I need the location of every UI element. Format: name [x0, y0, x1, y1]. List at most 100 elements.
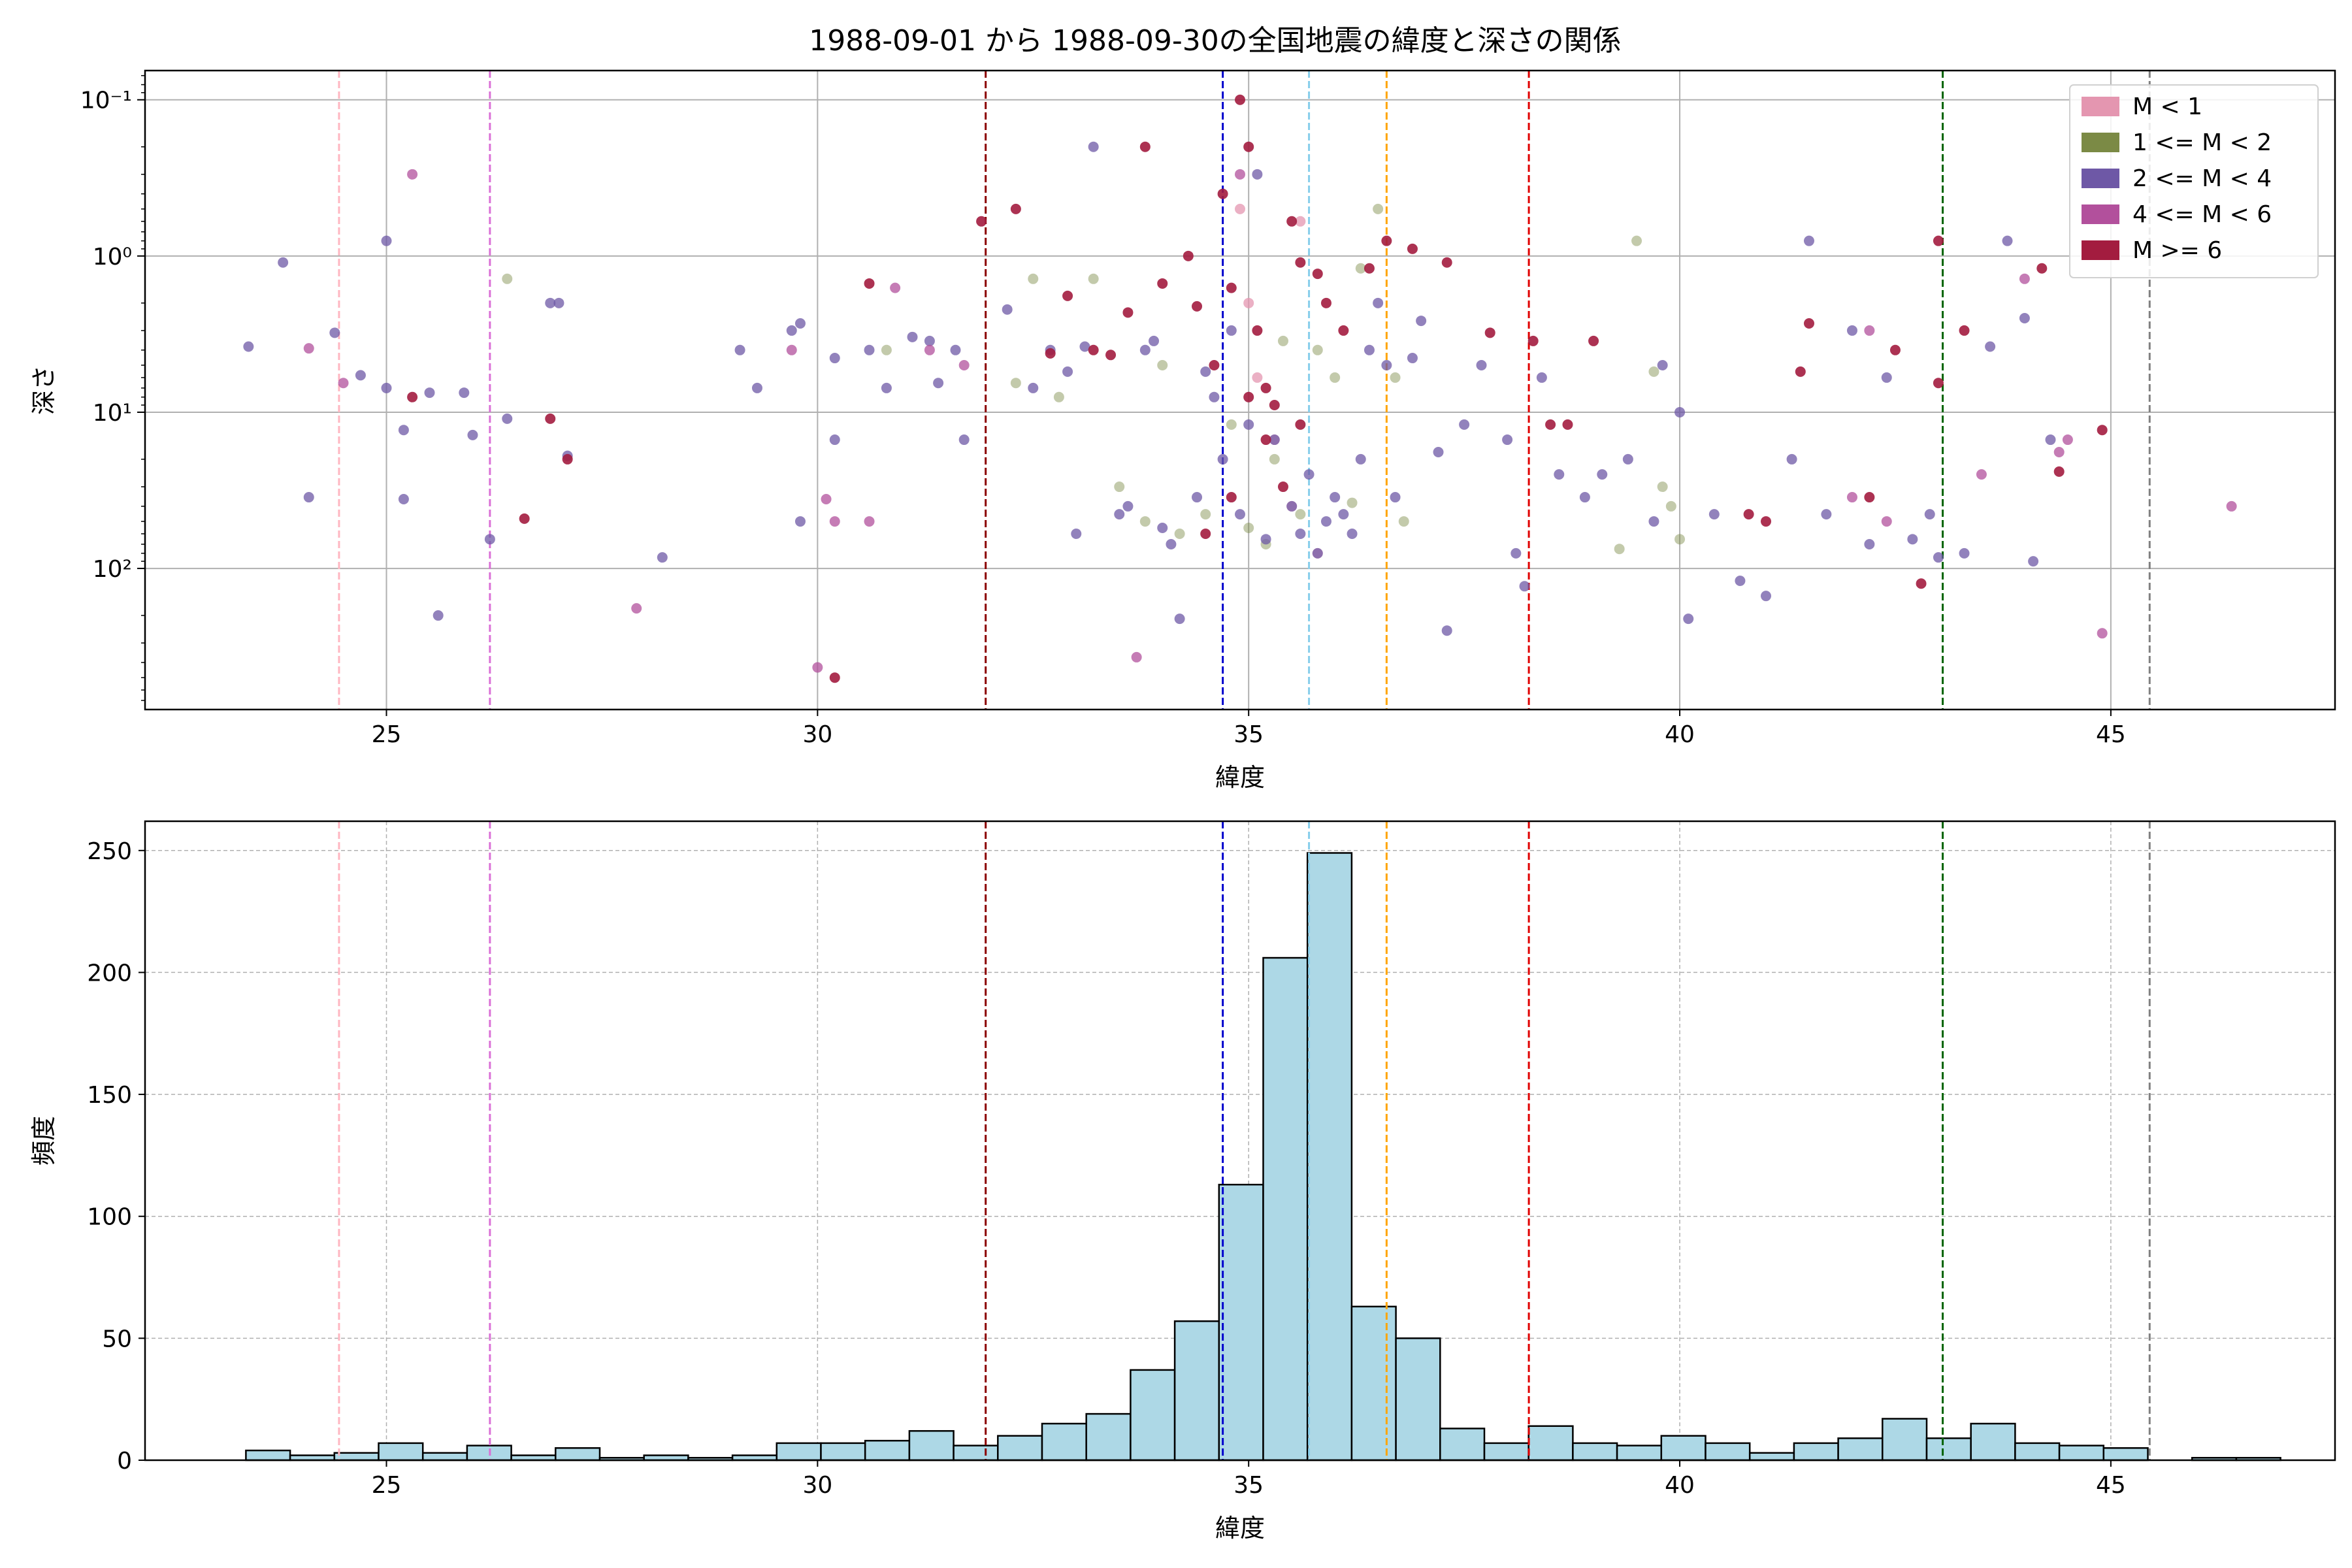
scatter-point	[1381, 359, 1392, 370]
histogram-bar	[1572, 1442, 1618, 1462]
scatter-point	[278, 257, 289, 268]
scatter-point	[2028, 556, 2039, 567]
histogram-bar	[1173, 1320, 1220, 1462]
scatter-point	[1243, 391, 1254, 402]
scatter-point	[907, 331, 918, 342]
scatter-point	[1554, 469, 1565, 480]
scatter-point	[1502, 434, 1513, 446]
scatter-point	[2062, 434, 2073, 446]
scatter-point	[1286, 500, 1298, 512]
scatter-point	[1364, 344, 1375, 355]
scatter-point	[1803, 235, 1814, 246]
scatter-point	[1622, 453, 1633, 465]
legend-frame	[2069, 84, 2319, 278]
scatter-point	[1355, 263, 1366, 274]
scatter-point	[1139, 344, 1151, 355]
scatter-point	[1122, 307, 1134, 318]
scatter-panel: 25 30 35 40 45 10⁻¹ 10⁰ 10¹ 10² 緯度 深さ M < 1 1 <=…	[29, 69, 2336, 792]
scatter-point	[2226, 500, 2237, 512]
scatter-point	[1933, 235, 1944, 246]
scatter-point	[1088, 141, 1099, 152]
scatter-point	[864, 516, 875, 527]
scatter-point	[1330, 372, 1341, 383]
histogram-bar	[555, 1447, 601, 1462]
scatter-point	[786, 344, 797, 355]
scatter-point	[1864, 492, 1875, 503]
scatter-point	[562, 453, 573, 465]
scatter-point	[1924, 509, 1935, 520]
scatter-point	[1157, 522, 1168, 533]
scatter-x-tick-label: 40	[1665, 721, 1695, 748]
scatter-y-ticks: 10⁻¹ 10⁰ 10¹ 10²	[80, 74, 145, 701]
scatter-point	[1252, 169, 1263, 180]
scatter-point	[1226, 282, 1237, 293]
chart-title: 1988-09-01 から 1988-09-30の全国地震の緯度と深さの関係	[809, 24, 1621, 57]
histogram-bar	[1527, 1425, 1574, 1462]
scatter-point	[398, 425, 409, 436]
scatter-point	[1631, 235, 1642, 246]
histogram-bar	[333, 1452, 380, 1462]
scatter-point	[1562, 419, 1573, 430]
scatter-point	[631, 603, 642, 614]
scatter-point	[1674, 534, 1686, 545]
scatter-y-tick-label: 10²	[93, 556, 132, 583]
scatter-point	[1079, 341, 1090, 352]
scatter-point	[1269, 434, 1280, 446]
legend-swatch	[2082, 97, 2119, 116]
scatter-point	[958, 359, 970, 370]
histogram-bar	[1925, 1437, 1972, 1462]
scatter-point	[1209, 391, 1220, 402]
scatter-point	[407, 169, 418, 180]
scatter-point	[1088, 344, 1099, 355]
scatter-point	[1338, 325, 1349, 336]
scatter-point	[1933, 378, 1944, 389]
scatter-point	[303, 343, 314, 354]
scatter-point	[1614, 544, 1625, 555]
scatter-point	[502, 273, 513, 284]
scatter-point	[1881, 516, 1892, 527]
scatter-point	[1648, 366, 1659, 377]
scatter-point	[381, 235, 392, 246]
scatter-point	[1657, 359, 1668, 370]
scatter-point	[1174, 529, 1185, 540]
scatter-point	[1235, 169, 1245, 180]
histogram-bar	[1350, 1305, 1397, 1462]
scatter-point	[1114, 482, 1125, 493]
scatter-point	[1149, 335, 1160, 346]
scatter-point	[1252, 325, 1263, 336]
legend-swatch	[2082, 240, 2119, 260]
scatter-point	[1320, 516, 1331, 527]
scatter-point	[1243, 297, 1254, 308]
scatter-point	[338, 378, 349, 389]
scatter-point	[1373, 203, 1384, 214]
scatter-point	[1846, 325, 1857, 336]
scatter-point	[1295, 529, 1306, 540]
scatter-point	[1864, 539, 1875, 550]
scatter-point	[1252, 372, 1263, 383]
scatter-point	[1648, 516, 1659, 527]
scatter-y-tick-label: 10⁻¹	[80, 88, 132, 114]
scatter-point	[1157, 359, 1168, 370]
scatter-point	[933, 378, 944, 389]
scatter-point	[1674, 406, 1686, 417]
scatter-grid	[145, 71, 2335, 710]
scatter-point	[1364, 263, 1375, 274]
histogram-bar	[1705, 1442, 1751, 1462]
scatter-point	[786, 325, 797, 336]
scatter-point	[1088, 273, 1099, 284]
scatter-point	[2097, 425, 2108, 436]
scatter-point	[1916, 578, 1927, 589]
scatter-point	[1381, 235, 1392, 246]
scatter-point	[1260, 434, 1271, 446]
histogram-reference-lines	[338, 821, 2151, 1460]
scatter-point	[829, 516, 840, 527]
scatter-y-tick-label: 10¹	[93, 400, 132, 427]
histogram-bar	[245, 1449, 291, 1462]
scatter-point	[1579, 492, 1590, 503]
histogram-bar	[1793, 1442, 1839, 1462]
scatter-point	[553, 297, 564, 308]
histogram-x-tick-label: 45	[2096, 1472, 2126, 1499]
scatter-point	[1536, 372, 1547, 383]
histogram-bar	[776, 1442, 822, 1462]
